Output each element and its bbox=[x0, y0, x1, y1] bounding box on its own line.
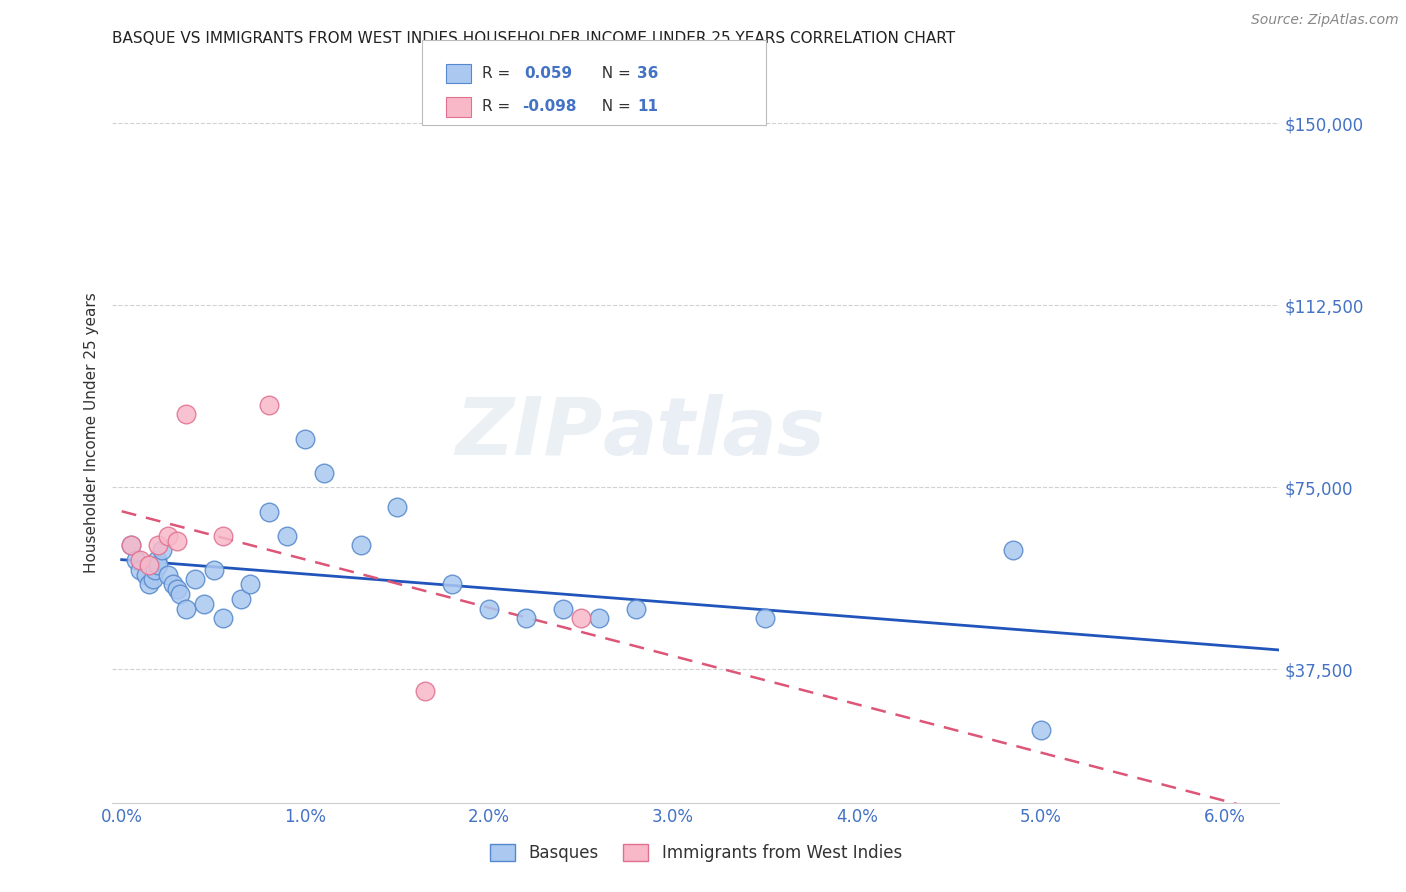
Point bbox=[145, 553, 167, 567]
Point bbox=[162, 577, 184, 591]
Point bbox=[138, 577, 160, 591]
Text: BASQUE VS IMMIGRANTS FROM WEST INDIES HOUSEHOLDER INCOME UNDER 25 YEARS CORRELAT: BASQUE VS IMMIGRANTS FROM WEST INDIES HO… bbox=[112, 31, 956, 46]
Point bbox=[626, 601, 648, 615]
Text: 11: 11 bbox=[637, 99, 658, 114]
Point bbox=[150, 543, 173, 558]
Point bbox=[193, 597, 215, 611]
Text: -0.098: -0.098 bbox=[522, 99, 576, 114]
Text: R =: R = bbox=[482, 99, 516, 114]
Point bbox=[125, 553, 148, 567]
Point bbox=[174, 601, 197, 615]
Point bbox=[148, 539, 170, 553]
Point bbox=[120, 539, 142, 553]
Point bbox=[166, 533, 188, 548]
Point bbox=[202, 563, 225, 577]
Point bbox=[1029, 723, 1052, 737]
Text: 36: 36 bbox=[637, 66, 658, 81]
Point bbox=[184, 573, 207, 587]
Point bbox=[166, 582, 188, 597]
Point bbox=[156, 567, 179, 582]
Point bbox=[120, 539, 142, 553]
Point bbox=[135, 567, 157, 582]
Text: R =: R = bbox=[482, 66, 520, 81]
Point bbox=[754, 611, 776, 625]
Point bbox=[515, 611, 537, 625]
Point bbox=[129, 553, 152, 567]
Point bbox=[569, 611, 592, 625]
Text: N =: N = bbox=[592, 66, 636, 81]
Point bbox=[169, 587, 191, 601]
Text: atlas: atlas bbox=[603, 393, 825, 472]
Point bbox=[142, 573, 165, 587]
Point bbox=[551, 601, 574, 615]
Point bbox=[129, 563, 152, 577]
Point bbox=[294, 432, 316, 446]
Text: ZIP: ZIP bbox=[456, 393, 603, 472]
Text: N =: N = bbox=[592, 99, 640, 114]
Point bbox=[349, 539, 371, 553]
Point bbox=[588, 611, 610, 625]
Point bbox=[441, 577, 464, 591]
Point bbox=[312, 466, 335, 480]
Point bbox=[143, 563, 166, 577]
Point bbox=[1001, 543, 1024, 558]
Point bbox=[387, 500, 409, 514]
Point bbox=[211, 529, 233, 543]
Point bbox=[156, 529, 179, 543]
Point bbox=[174, 408, 197, 422]
Point bbox=[211, 611, 233, 625]
Legend: Basques, Immigrants from West Indies: Basques, Immigrants from West Indies bbox=[484, 837, 908, 869]
Point bbox=[148, 558, 170, 572]
Point bbox=[257, 398, 280, 412]
Point bbox=[229, 591, 252, 606]
Point bbox=[257, 504, 280, 518]
Point bbox=[478, 601, 501, 615]
Point bbox=[239, 577, 262, 591]
Text: 0.059: 0.059 bbox=[524, 66, 572, 81]
Point bbox=[276, 529, 298, 543]
Y-axis label: Householder Income Under 25 years: Householder Income Under 25 years bbox=[83, 293, 98, 573]
Point bbox=[138, 558, 160, 572]
Point bbox=[413, 684, 436, 698]
Text: Source: ZipAtlas.com: Source: ZipAtlas.com bbox=[1251, 13, 1399, 28]
